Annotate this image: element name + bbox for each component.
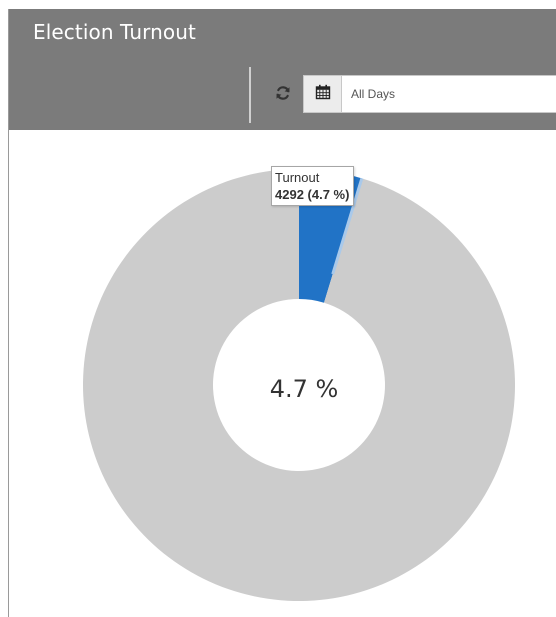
- calendar-icon: [315, 84, 331, 105]
- chart-center-label: 4.7 %: [269, 375, 339, 403]
- turnout-donut-chart: [82, 169, 516, 601]
- date-range-input[interactable]: [342, 76, 556, 112]
- widget-header: Election Turnout: [9, 9, 556, 130]
- tooltip-series-name: Turnout: [275, 170, 320, 185]
- election-turnout-widget: Election Turnout: [8, 9, 556, 617]
- toolbar-divider: [249, 67, 251, 123]
- chart-tooltip: Turnout 4292 (4.7 %): [271, 166, 355, 206]
- date-range-picker: [303, 75, 556, 113]
- refresh-button[interactable]: [269, 81, 297, 109]
- calendar-button[interactable]: [304, 76, 342, 112]
- tooltip-value: 4292 (4.7 %): [275, 187, 350, 202]
- remainder-slice[interactable]: [82, 169, 516, 601]
- refresh-icon: [275, 85, 291, 106]
- widget-title: Election Turnout: [33, 20, 196, 44]
- turnout-slice-highlight: [331, 177, 364, 275]
